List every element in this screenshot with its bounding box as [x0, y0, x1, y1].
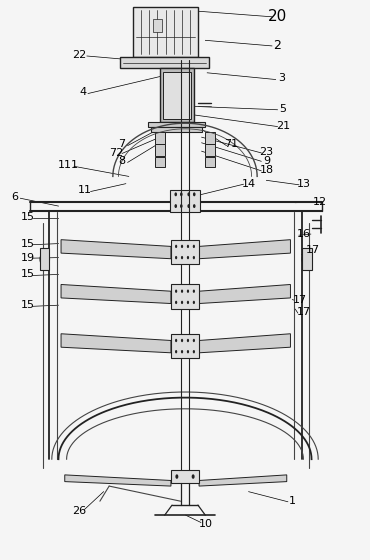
Polygon shape — [199, 334, 290, 353]
Text: 72: 72 — [110, 148, 124, 158]
Circle shape — [187, 339, 189, 342]
Circle shape — [180, 204, 183, 208]
Circle shape — [175, 256, 177, 259]
Circle shape — [193, 350, 195, 353]
Text: 22: 22 — [73, 50, 87, 60]
Text: 16: 16 — [296, 229, 310, 239]
Text: 14: 14 — [242, 179, 256, 189]
Circle shape — [181, 290, 183, 293]
Bar — [160, 68, 194, 122]
Text: 6: 6 — [11, 192, 18, 202]
Bar — [302, 248, 312, 270]
Text: 15: 15 — [21, 239, 35, 249]
Text: 111: 111 — [58, 160, 79, 170]
Text: 15: 15 — [21, 300, 35, 310]
Circle shape — [181, 339, 183, 342]
Bar — [155, 132, 165, 144]
Circle shape — [187, 290, 189, 293]
Bar — [151, 127, 202, 132]
Circle shape — [192, 474, 195, 479]
Text: 20: 20 — [268, 10, 287, 24]
Text: 10: 10 — [198, 519, 212, 529]
Circle shape — [175, 350, 177, 353]
Circle shape — [175, 204, 177, 208]
Bar — [133, 7, 198, 57]
Bar — [155, 157, 165, 167]
Text: 15: 15 — [21, 212, 35, 222]
Text: 3: 3 — [278, 73, 285, 83]
Circle shape — [193, 290, 195, 293]
Bar — [171, 470, 199, 483]
Circle shape — [188, 193, 190, 196]
Text: 19: 19 — [21, 253, 35, 263]
Circle shape — [175, 245, 177, 248]
Bar — [170, 190, 200, 212]
Text: 18: 18 — [259, 165, 273, 175]
Circle shape — [175, 290, 177, 293]
Text: 8: 8 — [118, 156, 126, 166]
Circle shape — [175, 339, 177, 342]
Text: 17: 17 — [306, 245, 320, 255]
Circle shape — [193, 204, 195, 208]
Circle shape — [181, 301, 183, 304]
Circle shape — [193, 256, 195, 259]
Text: 17: 17 — [296, 307, 310, 318]
Bar — [120, 57, 209, 68]
Text: 17: 17 — [293, 295, 307, 305]
Text: 23: 23 — [259, 147, 273, 157]
Bar — [171, 284, 199, 309]
Circle shape — [181, 350, 183, 353]
Bar — [205, 132, 215, 144]
Circle shape — [175, 193, 177, 196]
Circle shape — [187, 301, 189, 304]
Polygon shape — [61, 240, 171, 259]
Text: 12: 12 — [313, 197, 327, 207]
Circle shape — [187, 245, 189, 248]
Bar — [205, 157, 215, 167]
Polygon shape — [199, 475, 287, 486]
Polygon shape — [61, 284, 171, 304]
Text: 1: 1 — [289, 496, 296, 506]
Text: 7: 7 — [118, 139, 126, 150]
Polygon shape — [199, 284, 290, 304]
Circle shape — [175, 474, 178, 479]
Bar — [163, 72, 191, 119]
Text: 4: 4 — [80, 87, 87, 97]
Text: 9: 9 — [263, 156, 270, 166]
Bar — [153, 20, 162, 32]
Circle shape — [193, 339, 195, 342]
Bar — [155, 144, 165, 156]
Bar — [205, 144, 215, 156]
Text: 5: 5 — [280, 104, 286, 114]
Bar — [40, 248, 49, 270]
Bar — [171, 334, 199, 358]
Circle shape — [193, 245, 195, 248]
Bar — [148, 122, 205, 127]
Circle shape — [181, 256, 183, 259]
Circle shape — [188, 204, 190, 208]
Polygon shape — [61, 334, 171, 353]
Circle shape — [175, 301, 177, 304]
Circle shape — [187, 256, 189, 259]
Text: 71: 71 — [224, 139, 238, 150]
Circle shape — [181, 245, 183, 248]
Text: 11: 11 — [78, 185, 92, 195]
Circle shape — [180, 193, 183, 196]
Text: 2: 2 — [273, 39, 282, 53]
Text: 26: 26 — [73, 506, 87, 516]
Text: 15: 15 — [21, 269, 35, 279]
Polygon shape — [199, 240, 290, 259]
Circle shape — [193, 301, 195, 304]
Circle shape — [193, 193, 195, 196]
Polygon shape — [65, 475, 171, 486]
Text: 21: 21 — [276, 121, 290, 131]
Text: 13: 13 — [296, 179, 310, 189]
Bar — [171, 240, 199, 264]
Circle shape — [187, 350, 189, 353]
